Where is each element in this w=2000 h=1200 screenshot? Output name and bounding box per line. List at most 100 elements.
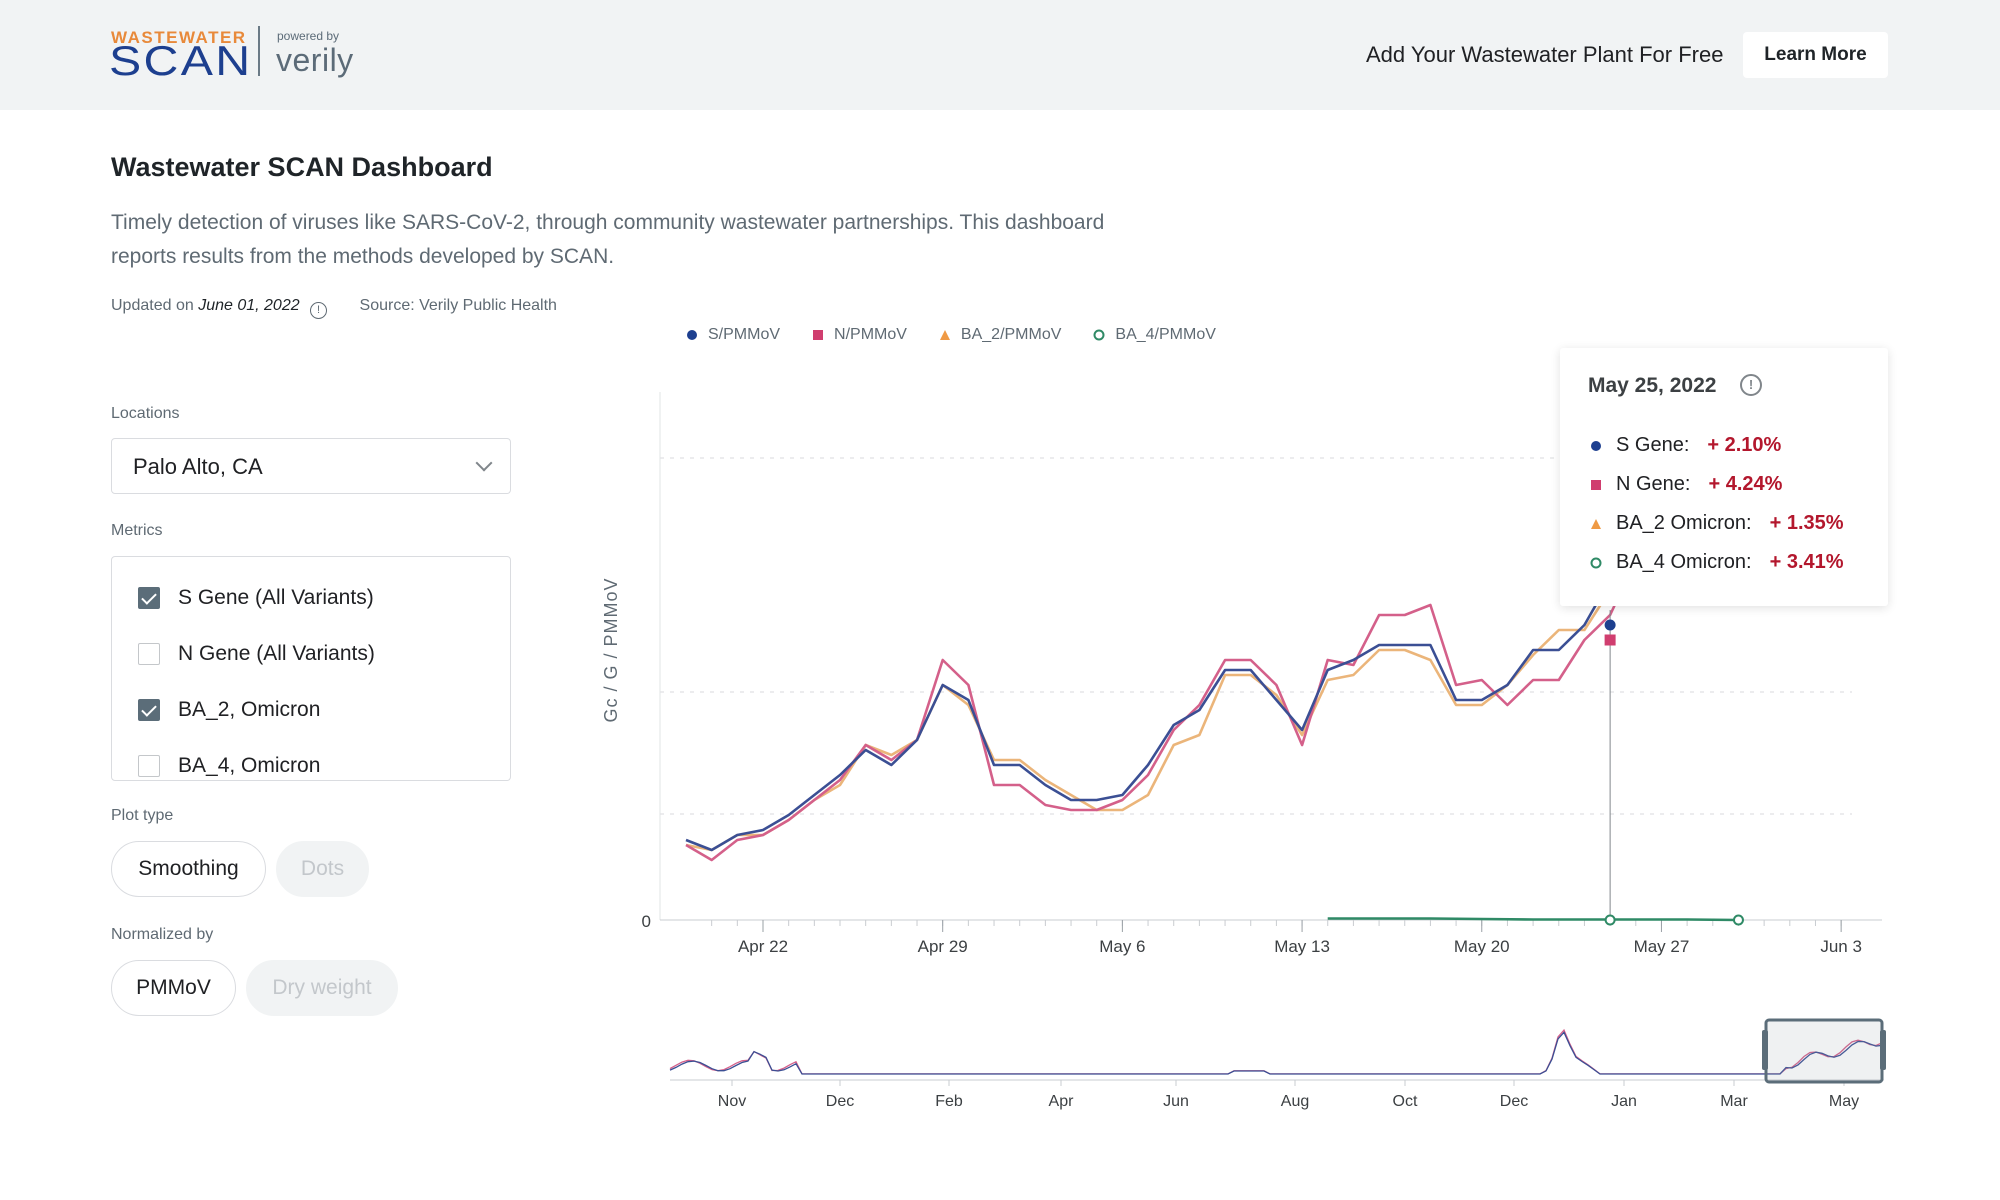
legend-ba2-pmmov[interactable]: BA_2/PMMoV (939, 326, 1061, 344)
tooltip-row-ba4: BA_4 Omicron: + 3.41% (1588, 551, 1844, 574)
overview-tick-label: Dec (826, 1093, 854, 1110)
page-title: Wastewater SCAN Dashboard (111, 152, 493, 182)
source-prefix: Source: (359, 297, 415, 314)
chart-series (685, 499, 1739, 922)
hover-marker-ba4 (1604, 914, 1616, 926)
overview-tick-label: Nov (718, 1093, 746, 1110)
location-select-value: Palo Alto, CA (133, 454, 263, 479)
x-tick-label: May 6 (1099, 937, 1145, 956)
tooltip-label: S Gene: (1616, 434, 1690, 456)
square-marker-icon (1588, 479, 1604, 491)
locations-label: Locations (111, 405, 180, 422)
metrics-label: Metrics (111, 522, 163, 539)
x-tick-label: May 20 (1454, 937, 1510, 956)
metrics-list: S Gene (All Variants) N Gene (All Varian… (111, 556, 511, 781)
series-line-ba-2-pmmov (685, 499, 1689, 852)
plot-type-label: Plot type (111, 807, 174, 824)
legend-label: S/PMMoV (708, 326, 781, 343)
tooltip-value: + 1.35% (1769, 512, 1844, 534)
x-tick-label: Apr 22 (738, 937, 788, 956)
normalize-dry-weight[interactable]: Dry weight (246, 960, 398, 1016)
page-description: Timely detection of viruses like SARS-Co… (111, 211, 1105, 268)
end-marker-ba4 (1732, 914, 1744, 926)
metric-n-gene[interactable]: N Gene (All Variants) (138, 639, 375, 669)
info-icon[interactable]: ! (310, 302, 328, 319)
overview-tick-label: Jun (1163, 1093, 1189, 1110)
y-tick-label: 0 (642, 912, 651, 931)
plot-type-dots[interactable]: Dots (276, 841, 369, 897)
ring-marker-icon (1093, 329, 1105, 341)
tooltip-date: May 25, 2022 (1588, 374, 1717, 397)
metric-label: S Gene (All Variants) (178, 586, 374, 609)
tooltip-value: + 4.24% (1708, 473, 1783, 495)
info-icon[interactable]: ! (1740, 374, 1762, 396)
updated-line: Updated on June 01, 2022 ! Source: Veril… (111, 297, 557, 319)
overview-tick-label: Aug (1281, 1093, 1309, 1110)
overview-sparkline (669, 1031, 1883, 1075)
plot-type-smoothing[interactable]: Smoothing (111, 841, 266, 897)
series-line-s-pmmov (685, 518, 1688, 852)
tooltip-label: BA_2 Omicron: (1616, 512, 1752, 534)
checkbox-unchecked[interactable] (138, 755, 160, 777)
ring-marker-icon (1588, 557, 1604, 569)
overview-tick-label: Oct (1393, 1093, 1418, 1110)
source-link[interactable]: Verily Public Health (419, 297, 557, 314)
updated-prefix: Updated on (111, 297, 194, 314)
x-tick-label: May 13 (1274, 937, 1330, 956)
tooltip-label: N Gene: (1616, 473, 1691, 495)
metric-s-gene[interactable]: S Gene (All Variants) (138, 583, 374, 613)
x-tick-label: May 27 (1634, 937, 1690, 956)
overview-tick-label: May (1829, 1093, 1859, 1110)
add-plant-text: Add Your Wastewater Plant For Free (1366, 42, 1724, 67)
overview-tick-label: Apr (1049, 1093, 1075, 1110)
x-tick-label: Apr 29 (918, 937, 968, 956)
checkbox-checked[interactable] (138, 587, 160, 609)
legend-label: N/PMMoV (834, 326, 907, 343)
learn-more-button[interactable]: Learn More (1743, 32, 1888, 78)
legend-label: BA_4/PMMoV (1115, 326, 1216, 343)
series-line-n-pmmov (685, 508, 1688, 862)
metric-ba4[interactable]: BA_4, Omicron (138, 751, 320, 781)
tooltip-row-ba2: BA_2 Omicron: + 1.35% (1588, 512, 1844, 535)
overview-tick-label: Mar (1720, 1093, 1748, 1110)
metric-ba2[interactable]: BA_2, Omicron (138, 695, 320, 725)
legend-ba4-pmmov[interactable]: BA_4/PMMoV (1093, 326, 1216, 344)
logo-scan-text: SCAN (109, 37, 253, 84)
overview-tick-label: Dec (1500, 1093, 1528, 1110)
legend-label: BA_2/PMMoV (960, 326, 1062, 343)
updated-date: June 01, 2022 (198, 297, 300, 314)
brush-right-handle (1880, 1030, 1886, 1070)
metric-label: N Gene (All Variants) (178, 642, 375, 665)
wastewater-scan-logo[interactable]: WASTEWATER SCAN powered by verily (109, 26, 371, 84)
series-line-ba-4-pmmov (1327, 917, 1739, 922)
legend-s-pmmov[interactable]: S/PMMoV (686, 326, 780, 344)
checkbox-checked[interactable] (138, 699, 160, 721)
normalized-label: Normalized by (111, 926, 214, 943)
location-select[interactable]: Palo Alto, CA (111, 438, 511, 494)
overview-tick-label: Feb (935, 1093, 963, 1110)
y-axis-label: Gc / G / PMMoV (601, 577, 621, 722)
triangle-marker-icon (939, 330, 950, 340)
hover-indicator (1604, 584, 1744, 926)
tooltip-value: + 2.10% (1707, 434, 1782, 456)
chart-tooltip: May 25, 2022 ! S Gene: + 2.10% N Gene: +… (1560, 348, 1888, 606)
legend-n-pmmov[interactable]: N/PMMoV (812, 326, 907, 344)
tooltip-row-s-gene: S Gene: + 2.10% (1588, 434, 1781, 457)
top-bar: WASTEWATER SCAN powered by verily Add Yo… (0, 0, 2000, 110)
tooltip-value: + 3.41% (1769, 551, 1844, 573)
metric-label: BA_2, Omicron (178, 698, 321, 721)
x-tick-label: Jun 3 (1820, 937, 1862, 956)
metric-label: BA_4, Omicron (178, 754, 321, 777)
overview-tick-label: Jan (1611, 1093, 1637, 1110)
triangle-marker-icon (1588, 518, 1604, 530)
logo-divider (258, 26, 260, 76)
logo-wastewater-text: WASTEWATER (111, 28, 247, 47)
overview-sparkline (669, 1028, 1883, 1075)
overview-brush-chart[interactable]: Nov Dec Feb Apr Jun Aug Oct Dec Jan Mar May (669, 1018, 1886, 1110)
checkbox-unchecked[interactable] (138, 643, 160, 665)
normalize-pmmov[interactable]: PMMoV (111, 960, 236, 1016)
logo-powered-by: powered by (277, 29, 340, 43)
hover-marker-n (1604, 634, 1616, 646)
circle-marker-icon (1588, 440, 1604, 452)
chart-legend: S/PMMoV N/PMMoV BA_2/PMMoV BA_4/PMMoV (686, 326, 1248, 344)
